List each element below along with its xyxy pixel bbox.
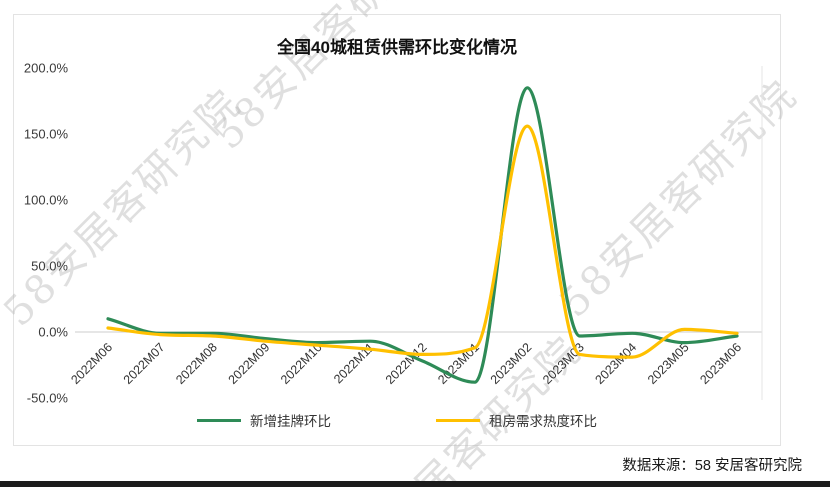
x-axis-tick-label: 2022M08	[173, 340, 220, 387]
x-axis-tick-label: 2023M03	[540, 340, 587, 387]
x-axis-tick-label: 2022M09	[226, 340, 273, 387]
y-axis-tick-label: 100.0%	[24, 193, 69, 208]
legend-line-swatch-yellow	[436, 418, 480, 422]
y-axis-tick-label: 150.0%	[24, 127, 69, 142]
x-axis-tick-label: 2023M04	[593, 340, 640, 387]
y-axis-tick-label: 200.0%	[24, 61, 69, 76]
chart-card	[13, 14, 781, 446]
series-line-new-listings	[106, 86, 739, 384]
x-axis-tick-label: 2023M02	[488, 340, 535, 387]
legend-line-swatch-green	[197, 418, 241, 422]
legend-label: 新增挂牌环比	[250, 414, 331, 429]
chart-title: 全国40城租赁供需环比变化情况	[277, 38, 517, 57]
x-axis-tick-label: 2023M06	[697, 340, 744, 387]
y-axis-tick-label: 0.0%	[38, 325, 68, 340]
x-axis-tick-label: 2022M06	[68, 340, 115, 387]
chart-legend: 新增挂牌环比 租房需求热度环比	[13, 410, 781, 430]
y-axis-tick-label: 50.0%	[31, 259, 68, 274]
legend-label: 租房需求热度环比	[489, 414, 597, 429]
legend-item-new-listings[interactable]: 新增挂牌环比	[197, 410, 331, 430]
y-axis-tick-label: -50.0%	[27, 391, 69, 406]
series-line-rental-demand	[106, 124, 739, 359]
bottom-bar	[0, 481, 830, 487]
legend-item-rental-demand[interactable]: 租房需求热度环比	[436, 410, 597, 430]
x-axis-tick-label: 2022M10	[278, 340, 325, 387]
x-axis-tick-label: 2022M07	[121, 340, 168, 387]
source-note: 数据来源：58 安居客研究院	[622, 458, 802, 474]
